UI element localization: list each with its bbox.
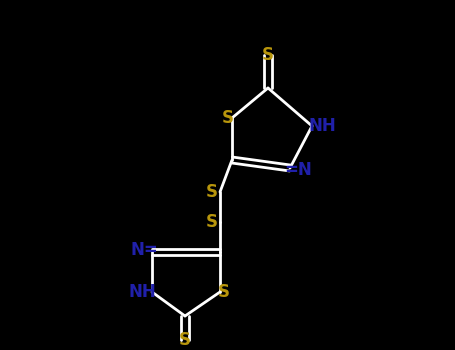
Text: S: S: [218, 283, 230, 301]
Text: NH: NH: [128, 283, 156, 301]
Text: S: S: [206, 213, 218, 231]
Text: S: S: [262, 46, 274, 64]
Text: NH: NH: [308, 117, 336, 135]
Text: S: S: [206, 183, 218, 201]
Text: N=: N=: [130, 241, 158, 259]
Text: S: S: [222, 109, 234, 127]
Text: =N: =N: [284, 161, 312, 179]
Text: S: S: [179, 331, 191, 349]
